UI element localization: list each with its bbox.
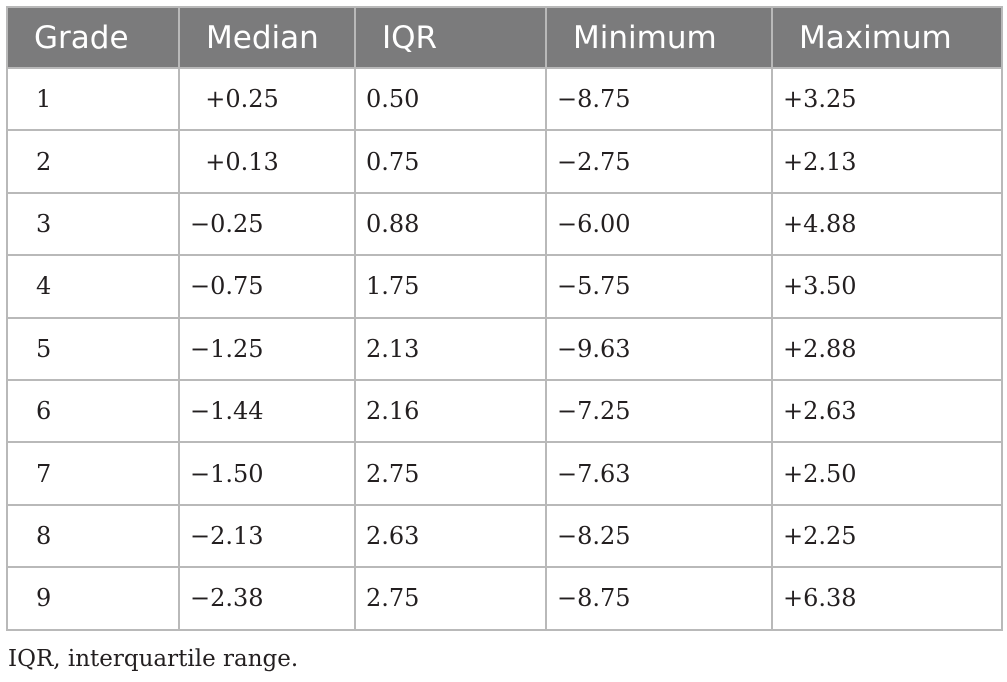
- cell-minimum: −8.75: [545, 66, 773, 132]
- cell-grade: 1: [6, 66, 180, 132]
- cell-maximum: +4.88: [771, 191, 1003, 257]
- cell-iqr: 0.50: [354, 66, 547, 132]
- cell-maximum: +2.13: [771, 129, 1003, 194]
- table-body: 1 +0.25 0.50 −8.75 +3.25 2 +0.13 0.75 −2.75 +2.…: [6, 66, 1003, 631]
- cell-iqr: 2.63: [354, 503, 547, 569]
- cell-grade: 2: [6, 129, 180, 194]
- cell-median: −2.13: [178, 503, 356, 569]
- cell-maximum: +3.25: [771, 66, 1003, 132]
- cell-iqr: 0.88: [354, 191, 547, 257]
- cell-grade: 8: [6, 503, 180, 569]
- cell-maximum: +2.25: [771, 503, 1003, 569]
- header-grade: Grade: [6, 6, 180, 69]
- cell-grade: 7: [6, 441, 180, 506]
- cell-minimum: −5.75: [545, 254, 773, 319]
- cell-iqr: 2.13: [354, 316, 547, 381]
- cell-grade: 5: [6, 316, 180, 381]
- table-header: Grade Median IQR Minimum Maximum: [6, 6, 1003, 69]
- cell-maximum: +6.38: [771, 566, 1003, 631]
- cell-iqr: 2.16: [354, 378, 547, 444]
- header-median: Median: [178, 6, 356, 69]
- cell-minimum: −6.00: [545, 191, 773, 257]
- cell-median: −0.75: [178, 254, 356, 319]
- table-row: 2 +0.13 0.75 −2.75 +2.13: [6, 129, 1003, 194]
- cell-median: +0.13: [178, 129, 356, 194]
- cell-iqr: 2.75: [354, 441, 547, 506]
- table-row: 1 +0.25 0.50 −8.75 +3.25: [6, 66, 1003, 132]
- cell-maximum: +2.63: [771, 378, 1003, 444]
- cell-iqr: 2.75: [354, 566, 547, 631]
- cell-grade: 6: [6, 378, 180, 444]
- table-row: 9 −2.38 2.75 −8.75 +6.38: [6, 566, 1003, 631]
- table-row: 6 −1.44 2.16 −7.25 +2.63: [6, 378, 1003, 444]
- cell-minimum: −8.25: [545, 503, 773, 569]
- cell-median: −2.38: [178, 566, 356, 631]
- table-row: 3 −0.25 0.88 −6.00 +4.88: [6, 191, 1003, 257]
- cell-maximum: +2.50: [771, 441, 1003, 506]
- cell-maximum: +2.88: [771, 316, 1003, 381]
- cell-minimum: −7.63: [545, 441, 773, 506]
- table-row: 7 −1.50 2.75 −7.63 +2.50: [6, 441, 1003, 506]
- header-minimum: Minimum: [545, 6, 773, 69]
- cell-grade: 3: [6, 191, 180, 257]
- cell-iqr: 0.75: [354, 129, 547, 194]
- cell-median: +0.25: [178, 66, 356, 132]
- table-container: Grade Median IQR Minimum Maximum 1 +0.25…: [6, 6, 1003, 631]
- header-maximum: Maximum: [771, 6, 1003, 69]
- cell-maximum: +3.50: [771, 254, 1003, 319]
- table-row: 8 −2.13 2.63 −8.25 +2.25: [6, 503, 1003, 569]
- cell-minimum: −7.25: [545, 378, 773, 444]
- cell-minimum: −9.63: [545, 316, 773, 381]
- table-footnote: IQR, interquartile range.: [8, 646, 299, 672]
- table-row: 4 −0.75 1.75 −5.75 +3.50: [6, 254, 1003, 319]
- header-row: Grade Median IQR Minimum Maximum: [6, 6, 1003, 69]
- header-iqr: IQR: [354, 6, 547, 69]
- cell-grade: 4: [6, 254, 180, 319]
- cell-median: −0.25: [178, 191, 356, 257]
- cell-median: −1.44: [178, 378, 356, 444]
- cell-minimum: −2.75: [545, 129, 773, 194]
- cell-median: −1.25: [178, 316, 356, 381]
- cell-grade: 9: [6, 566, 180, 631]
- cell-iqr: 1.75: [354, 254, 547, 319]
- grade-statistics-table: Grade Median IQR Minimum Maximum 1 +0.25…: [6, 6, 1003, 631]
- cell-median: −1.50: [178, 441, 356, 506]
- table-row: 5 −1.25 2.13 −9.63 +2.88: [6, 316, 1003, 381]
- cell-minimum: −8.75: [545, 566, 773, 631]
